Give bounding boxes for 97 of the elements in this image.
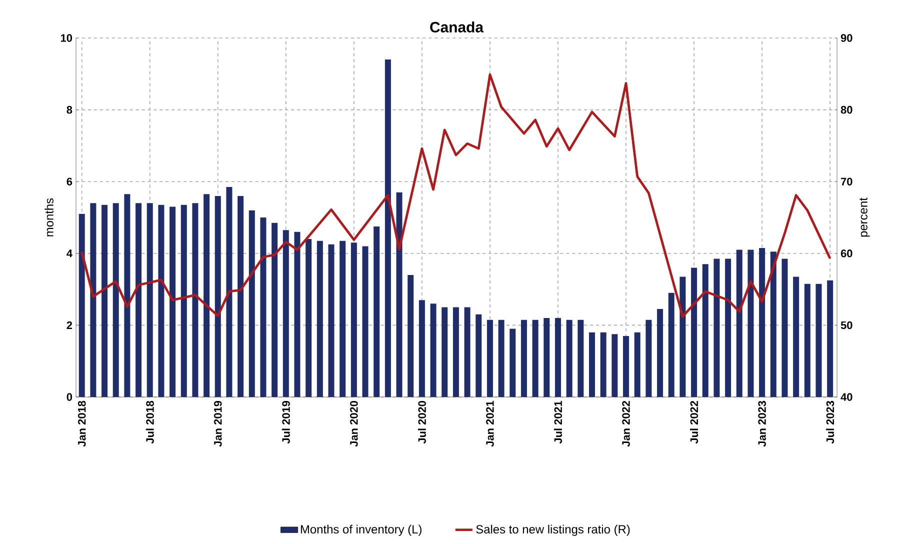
bar <box>476 314 482 397</box>
x-tick-label: Jul 2021 <box>554 400 562 444</box>
bar <box>646 320 652 397</box>
bar <box>238 196 244 397</box>
bar <box>226 186 232 397</box>
y-tick-label: 10 <box>60 34 72 42</box>
chart-title: Canada <box>430 22 484 32</box>
bar <box>350 242 357 397</box>
bar <box>566 320 572 397</box>
bar <box>498 320 504 397</box>
y2-tick-label: 60 <box>840 250 852 258</box>
bar <box>714 258 720 397</box>
bar <box>623 336 630 397</box>
bar <box>657 309 664 397</box>
y-tick-label: 6 <box>66 178 72 186</box>
bar <box>136 203 142 397</box>
bar <box>544 318 550 397</box>
bar <box>90 203 96 397</box>
bar <box>282 230 289 397</box>
bar <box>736 250 742 397</box>
bar <box>668 292 674 397</box>
bar <box>408 274 414 397</box>
x-tick-label: Jan 2018 <box>78 400 86 447</box>
bar <box>486 320 493 397</box>
bar <box>464 307 470 397</box>
bar <box>634 332 640 397</box>
bar <box>578 320 584 397</box>
bar <box>680 276 686 397</box>
bar <box>396 192 402 397</box>
bar <box>782 258 788 397</box>
bar <box>248 210 255 397</box>
x-tick-label: Jan 2021 <box>486 400 494 447</box>
bar <box>374 226 380 397</box>
bar <box>770 252 776 397</box>
x-tick-label: Jan 2020 <box>350 400 358 447</box>
bar <box>316 240 323 397</box>
x-tick-label: Jul 2019 <box>282 400 290 444</box>
x-tick-label: Jul 2022 <box>690 400 698 444</box>
bar <box>340 240 346 397</box>
bar <box>612 334 618 397</box>
y2-tick-label: 80 <box>840 106 852 114</box>
x-tick-label: Jan 2023 <box>758 400 766 447</box>
bar <box>306 239 312 397</box>
bar <box>452 307 459 397</box>
bar <box>520 320 527 397</box>
bar <box>589 332 595 397</box>
bar <box>759 248 766 397</box>
bar <box>180 204 187 397</box>
legend-label: Sales to new listings ratio (R) <box>476 524 630 536</box>
y-tick-label: 0 <box>66 393 72 401</box>
y2-axis-title: percent <box>860 198 870 237</box>
legend-label: Months of inventory (L) <box>300 524 422 536</box>
y-tick-label: 4 <box>66 250 72 258</box>
bar <box>430 304 436 397</box>
bar <box>146 203 153 397</box>
bar <box>702 264 708 397</box>
bar <box>725 258 732 397</box>
y-axis-title: months <box>44 198 54 236</box>
x-tick-label: Jul 2018 <box>146 400 154 444</box>
bar <box>272 222 278 397</box>
bar <box>816 284 822 397</box>
bar <box>204 194 210 397</box>
bar <box>510 328 516 397</box>
bar <box>793 276 800 397</box>
bar <box>102 204 108 397</box>
line-series <box>80 73 832 318</box>
bar <box>124 194 130 397</box>
bar <box>362 246 368 397</box>
bar <box>418 300 425 397</box>
y-tick-label: 2 <box>66 321 72 330</box>
x-tick-label: Jul 2023 <box>826 400 834 444</box>
bar <box>158 204 164 397</box>
bar <box>78 214 85 397</box>
bar <box>260 218 266 397</box>
x-tick-label: Jan 2019 <box>214 400 222 447</box>
bar <box>294 232 300 397</box>
y2-tick-label: 90 <box>840 34 852 42</box>
bar <box>691 268 698 397</box>
bar <box>532 320 538 397</box>
bar <box>192 203 198 397</box>
y-tick-label: 8 <box>66 106 72 114</box>
bar <box>442 307 448 397</box>
bar <box>554 318 561 397</box>
y2-tick-label: 40 <box>840 393 852 401</box>
bar <box>384 60 391 397</box>
bar <box>170 206 176 397</box>
bar <box>112 203 119 397</box>
bar <box>214 196 221 397</box>
x-tick-label: Jul 2020 <box>418 400 426 444</box>
bar <box>827 280 834 397</box>
x-tick-label: Jan 2022 <box>622 400 630 447</box>
y2-tick-label: 50 <box>840 321 852 330</box>
bar <box>804 284 810 397</box>
bar <box>600 332 606 397</box>
y2-tick-label: 70 <box>841 178 852 186</box>
bar <box>328 244 334 397</box>
bar <box>748 250 754 397</box>
